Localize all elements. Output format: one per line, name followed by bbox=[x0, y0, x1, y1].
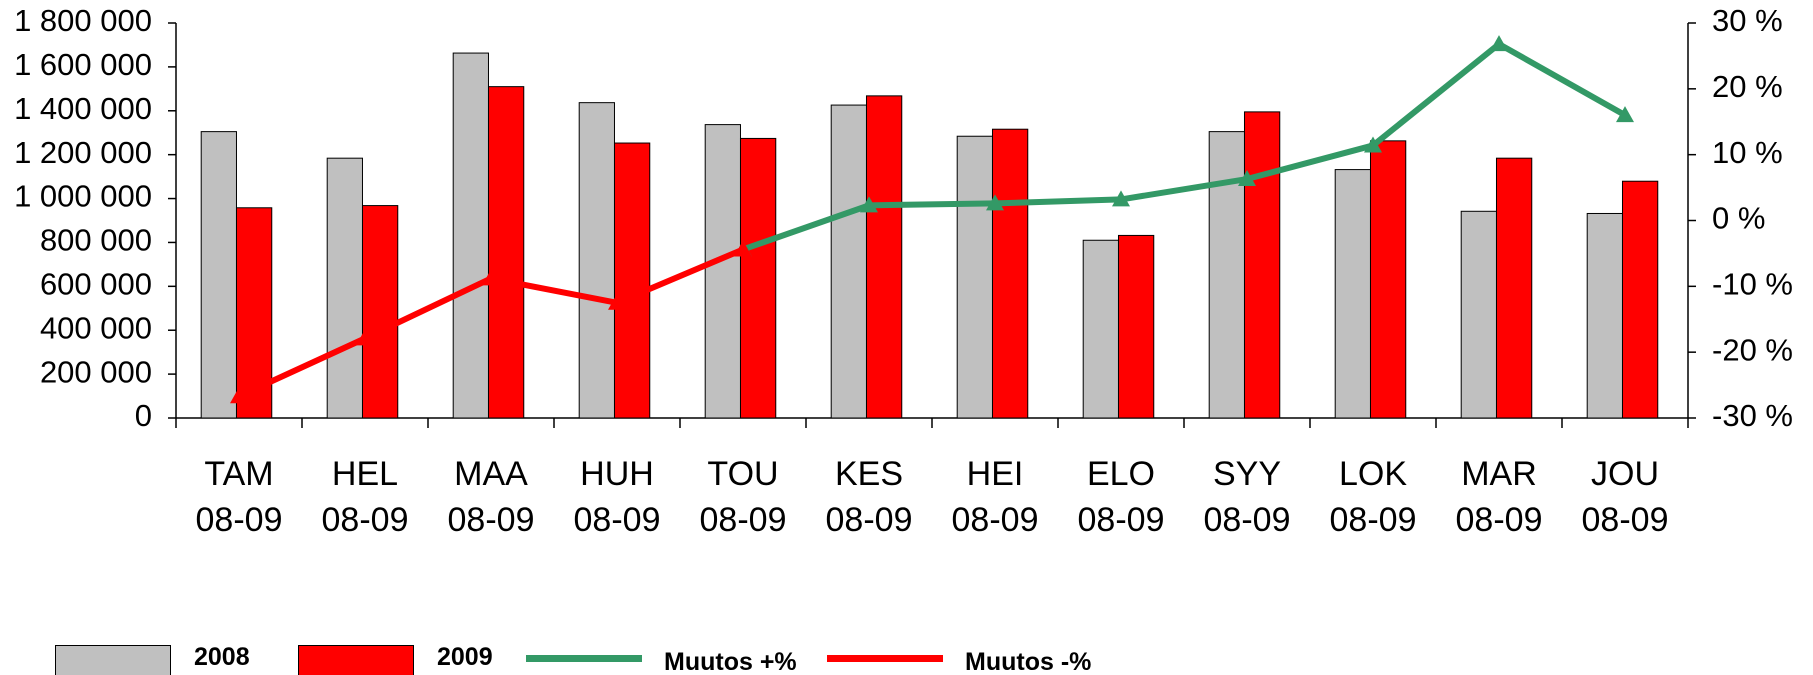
y-tick-label: 200 000 bbox=[40, 354, 152, 389]
y-tick-label: 1 600 000 bbox=[14, 47, 152, 82]
line bbox=[742, 41, 1627, 253]
x-tick-label: HEI 08-09 bbox=[951, 455, 1039, 539]
y-tick-label: 800 000 bbox=[40, 223, 152, 258]
bar bbox=[200, 131, 237, 419]
bar bbox=[1495, 157, 1533, 419]
bar bbox=[830, 104, 867, 419]
bar bbox=[1334, 169, 1371, 419]
legend-label: Muutos -% bbox=[965, 648, 1092, 675]
y2-tick-label: 20 % bbox=[1712, 69, 1783, 104]
x-tick-label: HUH 08-09 bbox=[573, 455, 661, 539]
bar bbox=[1208, 131, 1245, 419]
legend-line bbox=[526, 655, 642, 662]
line-marker bbox=[1364, 136, 1382, 153]
line-marker bbox=[734, 240, 752, 257]
x-tick-label: MAA 08-09 bbox=[447, 455, 535, 539]
line-marker bbox=[1112, 190, 1130, 207]
y-tick-label: 1 000 000 bbox=[14, 179, 152, 214]
bar bbox=[1369, 140, 1407, 419]
bar bbox=[1243, 111, 1281, 419]
y-tick-label: 600 000 bbox=[40, 267, 152, 302]
y2-tick-label: 0 % bbox=[1712, 201, 1765, 236]
x-tick-label: TAM 08-09 bbox=[195, 455, 283, 539]
bar bbox=[361, 205, 399, 419]
x-tick-label: HEL 08-09 bbox=[321, 455, 409, 539]
line-marker bbox=[1238, 170, 1256, 187]
line-marker bbox=[1616, 106, 1634, 123]
bar bbox=[1460, 210, 1497, 419]
legend-swatch bbox=[55, 645, 171, 675]
y-tick-label: 1 200 000 bbox=[14, 135, 152, 170]
y2-tick-label: 10 % bbox=[1712, 135, 1783, 170]
x-tick-label: KES 08-09 bbox=[825, 455, 913, 539]
bar bbox=[739, 137, 777, 419]
y2-tick-label: -10 % bbox=[1712, 267, 1793, 302]
x-tick-label: LOK 08-09 bbox=[1329, 455, 1417, 539]
bar bbox=[326, 157, 363, 419]
line-marker bbox=[986, 194, 1004, 211]
bar bbox=[578, 102, 615, 419]
y-tick-label: 400 000 bbox=[40, 310, 152, 345]
x-tick-label: TOU 08-09 bbox=[699, 455, 787, 539]
bar bbox=[1586, 212, 1623, 419]
x-tick-label: MAR 08-09 bbox=[1455, 455, 1543, 539]
bar bbox=[704, 124, 741, 419]
bar bbox=[613, 142, 651, 419]
bar bbox=[865, 95, 903, 419]
bar bbox=[452, 52, 489, 419]
line-marker bbox=[482, 269, 500, 286]
y-tick-label: 1 400 000 bbox=[14, 91, 152, 126]
x-tick-label: ELO 08-09 bbox=[1077, 455, 1165, 539]
y-tick-label: 0 bbox=[135, 398, 152, 433]
bar bbox=[1082, 239, 1119, 419]
bar bbox=[1117, 234, 1155, 419]
legend-swatch bbox=[298, 645, 414, 675]
x-tick-label: JOU 08-09 bbox=[1581, 455, 1669, 539]
line-marker bbox=[230, 387, 248, 404]
y2-tick-label: 30 % bbox=[1712, 3, 1783, 38]
line-marker bbox=[860, 196, 878, 213]
x-tick-label: SYY 08-09 bbox=[1203, 455, 1291, 539]
y-tick-label: 1 800 000 bbox=[14, 3, 152, 38]
line-marker bbox=[1490, 35, 1508, 52]
bar bbox=[956, 135, 993, 419]
legend-label: 2009 bbox=[437, 643, 493, 671]
legend-label: 2008 bbox=[194, 643, 250, 671]
bar bbox=[991, 128, 1029, 419]
y2-tick-label: -30 % bbox=[1712, 398, 1793, 433]
bar bbox=[487, 86, 525, 419]
line-marker bbox=[608, 293, 626, 310]
legend-label: Muutos +% bbox=[664, 648, 797, 675]
bar bbox=[1621, 180, 1659, 419]
legend-line bbox=[827, 655, 943, 662]
line-marker bbox=[356, 329, 374, 346]
y2-tick-label: -20 % bbox=[1712, 332, 1793, 367]
